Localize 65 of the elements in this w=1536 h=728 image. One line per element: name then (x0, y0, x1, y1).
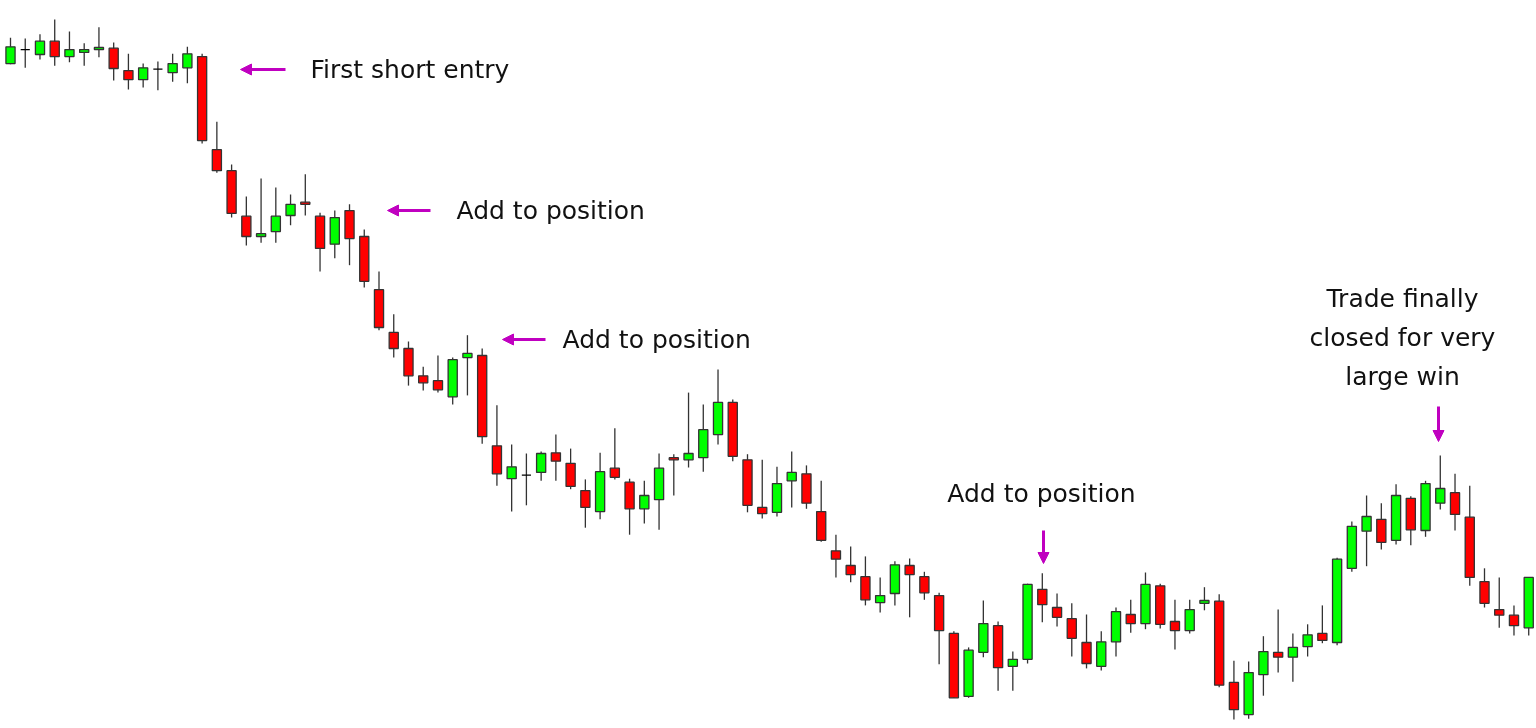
candlestick (123, 53, 134, 91)
candlestick (550, 433, 562, 482)
candlestick (1272, 608, 1284, 674)
candlestick (432, 354, 444, 394)
candlestick (1066, 602, 1077, 658)
candlestick (609, 427, 621, 481)
candlestick (1169, 599, 1181, 651)
annotation: Add to position (947, 479, 1136, 508)
candlestick (506, 443, 517, 513)
candlestick (1051, 592, 1063, 628)
candlestick (1494, 576, 1505, 629)
candlestick (388, 313, 399, 359)
annotation: Add to position (562, 325, 751, 354)
candlestick (757, 459, 768, 520)
candlestick (1376, 502, 1387, 551)
candlestick (285, 193, 296, 226)
candlestick (580, 478, 591, 529)
annotation: Add to position (456, 196, 645, 225)
candlestick (1479, 567, 1490, 609)
candlestick (639, 480, 650, 525)
candlestick (20, 37, 31, 69)
candlestick (565, 447, 576, 490)
candlestick (1435, 454, 1446, 511)
candlestick (78, 42, 90, 67)
candlestick (874, 576, 886, 614)
candlestick (919, 571, 930, 601)
annotation: First short entry (310, 55, 510, 84)
candlestick (845, 545, 856, 583)
candlestick (108, 41, 119, 82)
candlestick (5, 37, 16, 65)
candlestick (49, 18, 60, 67)
candlestick (300, 173, 311, 217)
candlestick (462, 334, 473, 397)
candlestick (1125, 599, 1136, 634)
candlestick (1449, 473, 1461, 532)
candlestick (418, 366, 429, 392)
candlestick (1007, 650, 1019, 692)
candlestick (137, 62, 149, 89)
candlestick (64, 30, 75, 63)
candlestick (1037, 572, 1048, 623)
candlestick (270, 186, 282, 244)
candlestick (904, 557, 915, 618)
candlestick (182, 46, 193, 84)
candlestick (830, 534, 842, 579)
candlestick (211, 121, 223, 174)
candlestick (1508, 604, 1520, 637)
candlestick (1317, 604, 1328, 644)
candlestick (1199, 586, 1210, 611)
candlestick (683, 391, 694, 469)
candlestick (1184, 599, 1195, 635)
candlestick (1287, 632, 1299, 683)
candlestick (860, 555, 871, 607)
candlestick (167, 53, 178, 83)
candlestick (1361, 494, 1372, 567)
candlestick (241, 195, 252, 247)
candlestick (786, 450, 797, 509)
candlestick (521, 452, 532, 506)
candlestick (34, 33, 46, 61)
candlestick (255, 177, 267, 244)
candlestick (1258, 635, 1269, 697)
candlestick (535, 450, 547, 482)
annotation: Trade finally closed for very large win (1309, 283, 1496, 392)
candlestick (152, 60, 164, 91)
candlestick (1081, 613, 1092, 670)
candlestick (1302, 623, 1313, 658)
